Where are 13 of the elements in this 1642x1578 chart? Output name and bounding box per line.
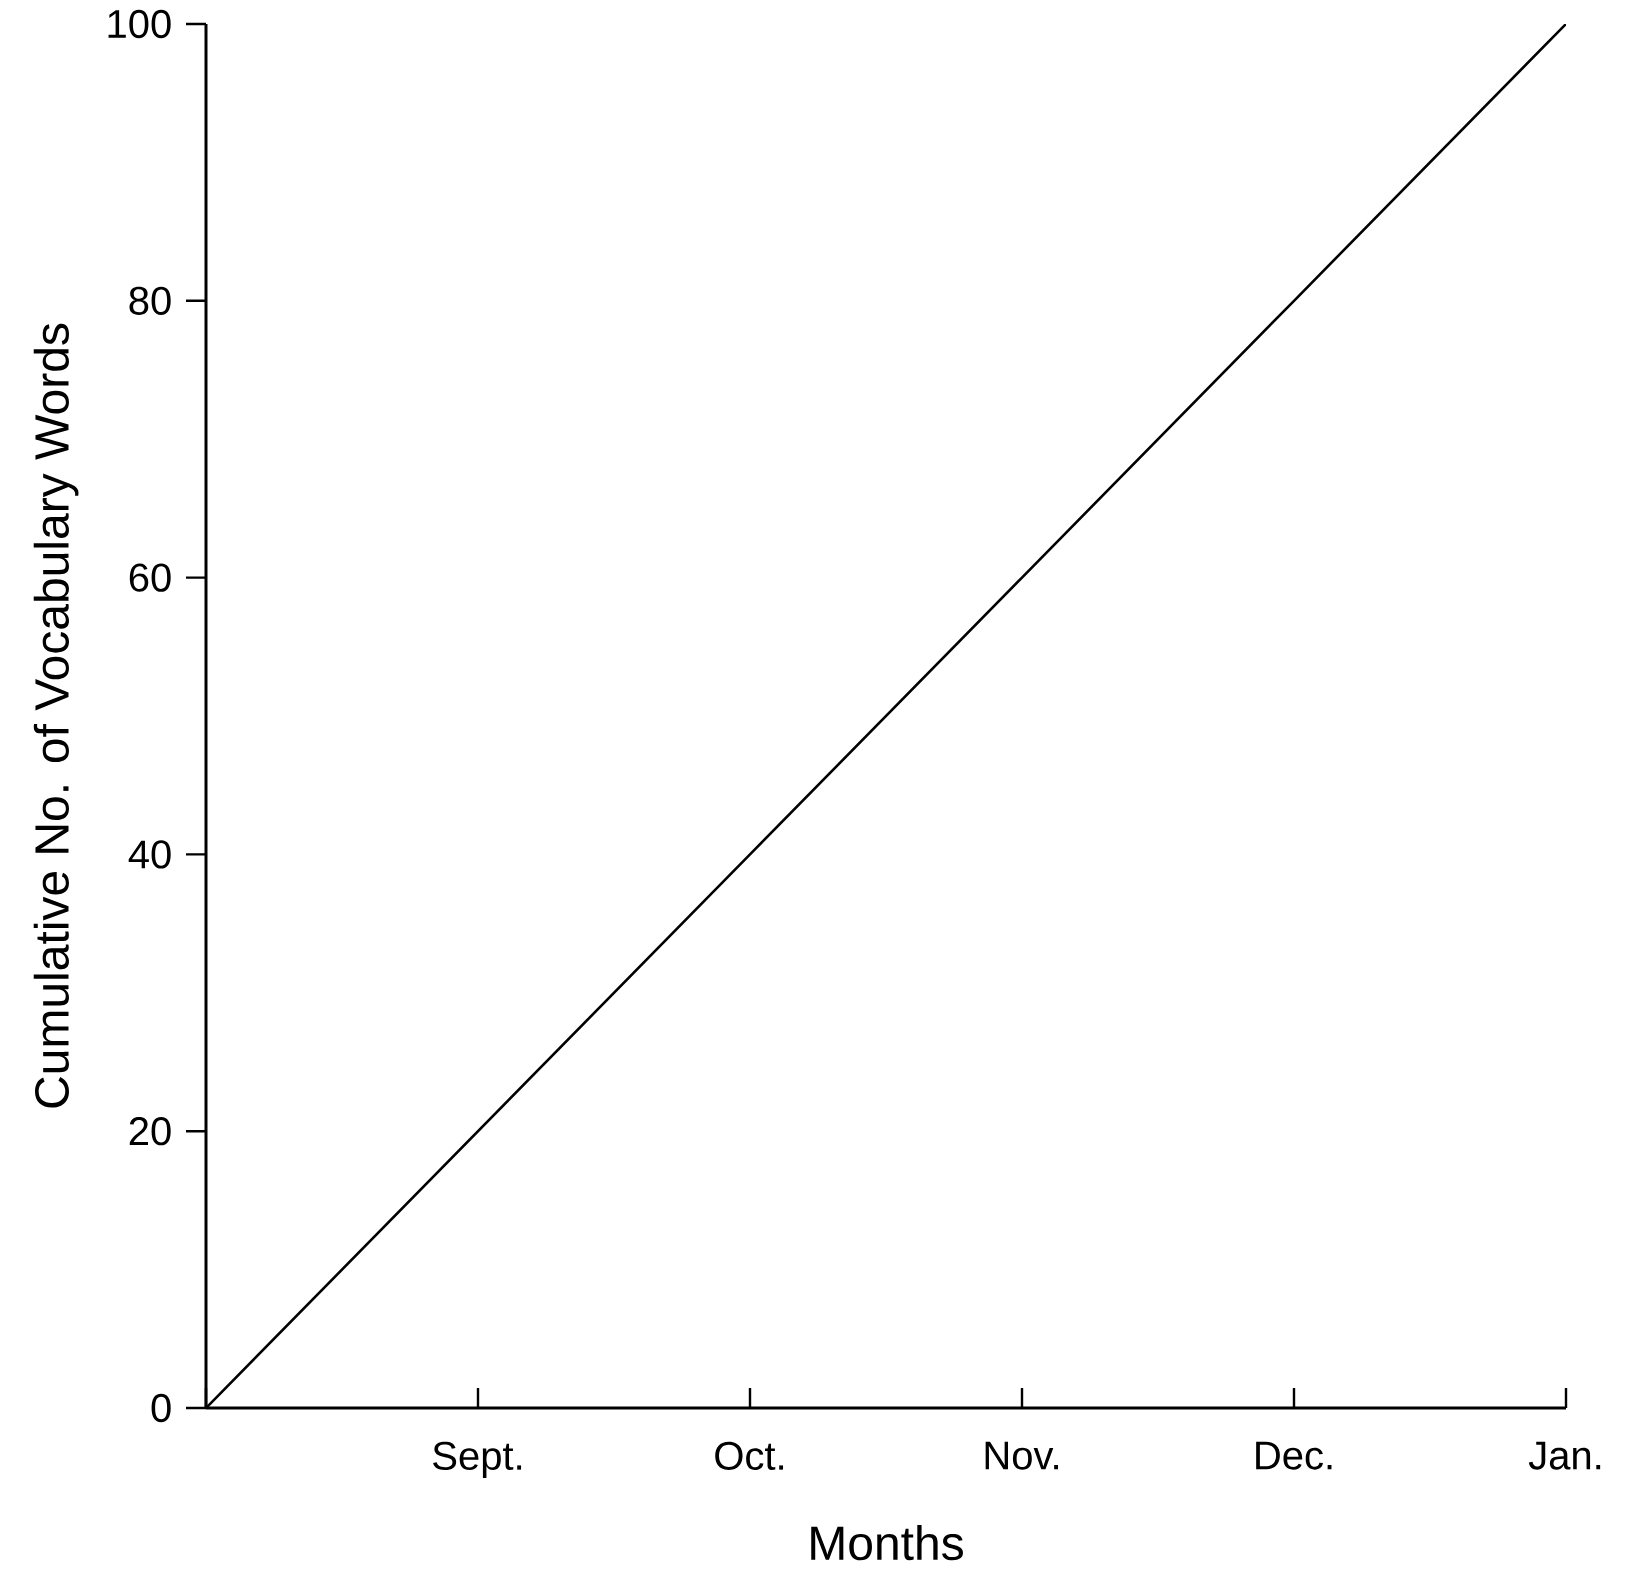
x-tick-label: Oct. <box>715 1441 784 1471</box>
y-tick-label: 20 <box>129 1117 171 1146</box>
x-tick-label: Dec. <box>1256 1441 1332 1470</box>
y-tick-label: 100 <box>108 9 171 39</box>
y-tick-label: 0 <box>151 1393 171 1423</box>
x-tick-label: Jan. <box>1528 1441 1601 1470</box>
x-tick-label: Sept. <box>433 1441 522 1478</box>
x-axis-title: Months <box>811 1525 963 1561</box>
x-tick-label: Nov. <box>985 1441 1058 1470</box>
y-axis-title: Cumulative No. of Vocabulary Words <box>33 323 79 1108</box>
y-tick-label: 80 <box>129 286 171 315</box>
y-tick-label: 60 <box>129 563 171 592</box>
y-tick-label: 40 <box>128 840 171 869</box>
